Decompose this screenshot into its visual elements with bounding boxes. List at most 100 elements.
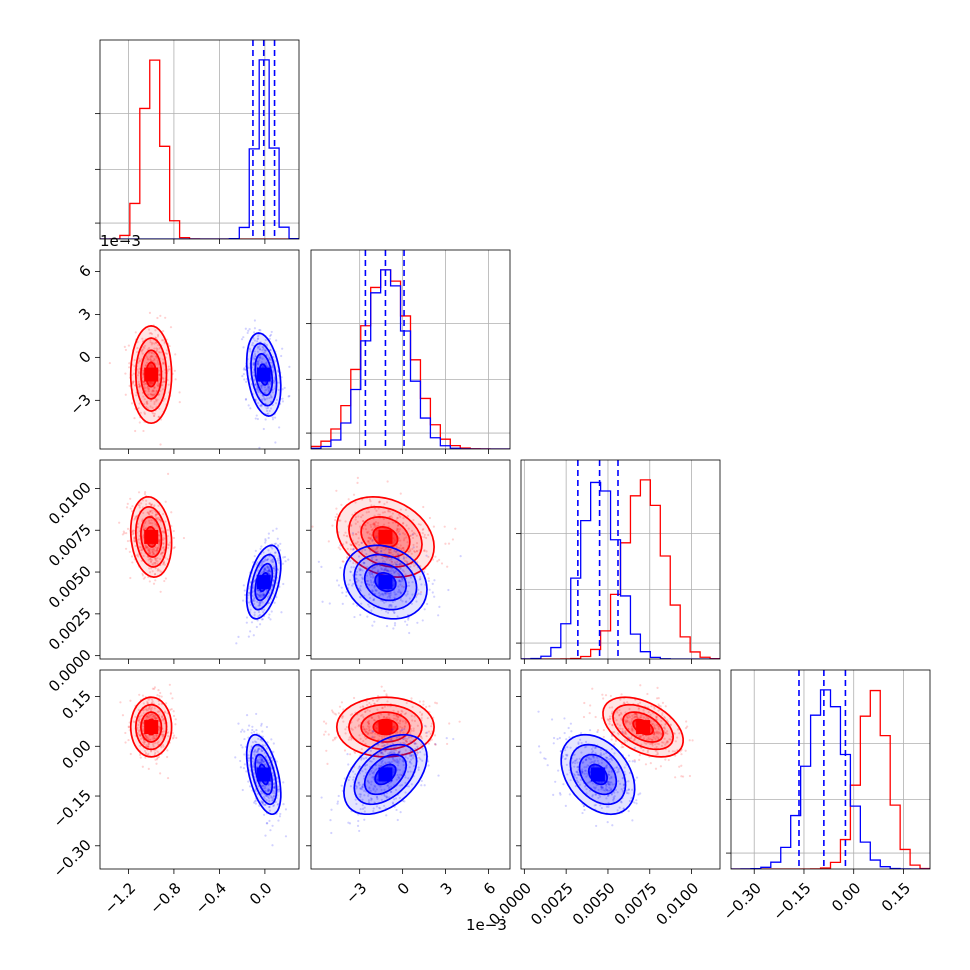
scatter-point <box>272 369 275 372</box>
scatter-point <box>276 568 280 571</box>
scatter-point <box>386 596 389 599</box>
scatter-point <box>149 557 152 560</box>
scatter-point <box>420 784 423 787</box>
scatter-point <box>414 747 417 751</box>
scatter-point <box>260 761 263 764</box>
scatter-point <box>388 558 391 562</box>
scatter-point <box>688 774 692 778</box>
scatter-point <box>363 806 366 809</box>
scatter-point <box>147 388 150 391</box>
scatter-point <box>602 729 605 732</box>
scatter-point <box>362 561 365 564</box>
scatter-point <box>397 537 401 540</box>
scatter-point <box>148 580 151 583</box>
scatter-point <box>272 794 276 798</box>
scatter-point <box>374 785 377 788</box>
scatter-point <box>385 716 388 719</box>
scatter-point <box>139 734 142 737</box>
scatter-point <box>260 758 263 762</box>
scatter-point <box>444 542 447 545</box>
scatter-point <box>273 785 276 788</box>
scatter-point <box>322 720 326 723</box>
scatter-point <box>271 844 274 847</box>
scatter-point <box>274 441 277 444</box>
scatter-point <box>261 801 265 804</box>
scatter-point <box>370 556 373 559</box>
scatter-point <box>256 350 259 353</box>
scatter-point <box>354 501 357 504</box>
scatter-point <box>381 706 384 710</box>
scatter-point <box>389 603 392 607</box>
scatter-point <box>158 710 161 713</box>
scatter-point <box>163 719 166 722</box>
scatter-point <box>153 737 156 740</box>
scatter-point <box>154 546 157 549</box>
scatter-point <box>624 720 627 723</box>
scatter-point <box>283 386 286 389</box>
scatter-point <box>573 753 576 756</box>
scatter-point <box>607 805 610 808</box>
scatter-point <box>411 719 414 722</box>
scatter-point <box>147 389 150 393</box>
scatter-point <box>124 741 127 744</box>
scatter-point <box>370 572 374 576</box>
scatter-point <box>430 722 434 725</box>
scatter-point <box>635 712 638 716</box>
scatter-point <box>359 588 362 591</box>
scatter-point <box>358 543 361 547</box>
scatter-point <box>142 369 145 372</box>
scatter-point <box>638 706 641 710</box>
scatter-point <box>383 591 387 594</box>
scatter-point <box>387 509 390 512</box>
scatter-point <box>273 790 276 793</box>
scatter-point <box>260 759 263 762</box>
scatter-point <box>155 559 158 562</box>
scatter-point <box>402 555 405 558</box>
scatter-point <box>254 417 257 420</box>
panel-frame <box>99 249 300 450</box>
scatter-point <box>247 404 250 407</box>
scatter-point <box>138 386 141 389</box>
scatter-point <box>360 602 363 605</box>
scatter-point <box>381 593 385 596</box>
scatter-point <box>244 368 247 371</box>
scatter-point <box>272 579 275 582</box>
scatter-point <box>411 580 414 584</box>
scatter-point <box>399 567 402 570</box>
scatter-point <box>604 789 607 792</box>
scatter-point <box>148 547 151 551</box>
scatter-point <box>162 537 165 540</box>
scatter-point <box>166 558 169 561</box>
scatter-point <box>129 576 132 580</box>
scatter-point <box>158 407 161 410</box>
scatter-point <box>396 516 399 520</box>
scatter-point <box>261 784 264 787</box>
scatter-point <box>382 569 386 572</box>
scatter-point <box>141 337 144 340</box>
scatter-point <box>360 758 363 761</box>
scatter-point <box>357 531 360 534</box>
scatter-point <box>398 777 401 780</box>
scatter-point <box>385 591 388 595</box>
scatter-point <box>257 593 260 596</box>
scatter-point <box>151 406 154 409</box>
scatter-point <box>350 524 353 527</box>
histogram-blue <box>521 481 720 659</box>
scatter-point <box>270 559 273 562</box>
scatter-point <box>413 764 416 768</box>
scatter-point <box>141 572 144 575</box>
scatter-point <box>397 776 400 779</box>
scatter-point <box>126 502 129 505</box>
scatter-point <box>623 770 626 773</box>
scatter-point <box>406 623 409 626</box>
scatter-point <box>357 781 361 784</box>
scatter-point <box>400 783 404 787</box>
scatter-point <box>242 767 246 770</box>
scatter-point <box>256 749 259 752</box>
scatter-point <box>164 520 167 523</box>
scatter-point <box>130 555 134 558</box>
scatter-point <box>627 810 630 813</box>
scatter-point <box>397 760 400 763</box>
scatter-point <box>262 760 265 764</box>
scatter-point <box>663 717 667 720</box>
